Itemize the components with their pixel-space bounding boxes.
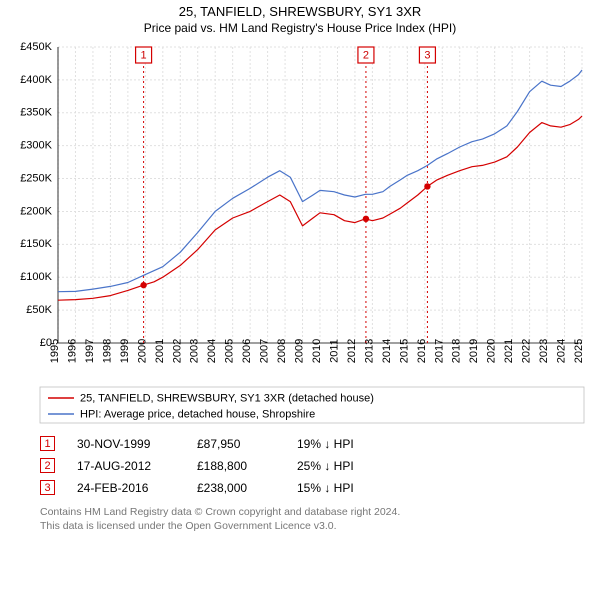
x-tick-label: 1997 (84, 339, 96, 363)
x-tick-label: 1999 (119, 339, 131, 363)
y-tick-label: £300K (20, 139, 52, 151)
x-tick-label: 2020 (486, 339, 498, 363)
sale-row-diff: 15% ↓ HPI (297, 481, 417, 495)
sale-row-date: 30-NOV-1999 (77, 437, 197, 451)
footer-line-2: This data is licensed under the Open Gov… (40, 519, 600, 533)
sale-row: 2 17-AUG-2012£188,80025% ↓ HPI (40, 455, 600, 477)
y-tick-label: £250K (20, 172, 52, 184)
sale-row-price: £238,000 (197, 481, 297, 495)
sale-marker-dot (140, 282, 146, 288)
x-tick-label: 2004 (206, 339, 218, 363)
x-tick-label: 2000 (136, 339, 148, 363)
sale-row: 1 30-NOV-1999£87,95019% ↓ HPI (40, 433, 600, 455)
chart-container: £0£50K£100K£150K£200K£250K£300K£350K£400… (12, 39, 592, 429)
legend-label: 25, TANFIELD, SHREWSBURY, SY1 3XR (detac… (80, 392, 374, 404)
x-tick-label: 2018 (451, 339, 463, 363)
x-tick-label: 2016 (416, 339, 428, 363)
x-tick-label: 2025 (573, 339, 585, 363)
x-tick-label: 2023 (538, 339, 550, 363)
sale-row-date: 17-AUG-2012 (77, 459, 197, 473)
y-tick-label: £450K (20, 41, 52, 53)
x-tick-label: 1998 (101, 339, 113, 363)
sale-row-diff: 19% ↓ HPI (297, 437, 417, 451)
y-tick-label: £100K (20, 271, 52, 283)
sale-row-price: £188,800 (197, 459, 297, 473)
sale-row-badge: 3 (40, 480, 55, 495)
sale-row-badge: 2 (40, 458, 55, 473)
y-tick-label: £50K (26, 304, 52, 316)
x-tick-label: 2002 (171, 339, 183, 363)
sales-table: 1 30-NOV-1999£87,95019% ↓ HPI 2 17-AUG-2012… (40, 433, 600, 499)
chart-subtitle: Price paid vs. HM Land Registry's House … (0, 21, 600, 39)
y-tick-label: £400K (20, 74, 52, 86)
attribution-footer: Contains HM Land Registry data © Crown c… (40, 505, 600, 533)
y-tick-label: £350K (20, 107, 52, 119)
legend-label: HPI: Average price, detached house, Shro… (80, 408, 315, 420)
sale-marker-dot (363, 216, 369, 222)
x-tick-label: 2001 (154, 339, 166, 363)
y-tick-label: £200K (20, 205, 52, 217)
x-tick-label: 2022 (521, 339, 533, 363)
line-chart: £0£50K£100K£150K£200K£250K£300K£350K£400… (12, 39, 592, 429)
footer-line-1: Contains HM Land Registry data © Crown c… (40, 505, 600, 519)
x-tick-label: 1995 (49, 339, 61, 363)
x-tick-label: 2013 (363, 339, 375, 363)
sale-row: 3 24-FEB-2016£238,00015% ↓ HPI (40, 477, 600, 499)
x-tick-label: 2010 (311, 339, 323, 363)
sale-row-date: 24-FEB-2016 (77, 481, 197, 495)
x-tick-label: 2012 (346, 339, 358, 363)
x-tick-label: 2021 (503, 339, 515, 363)
x-tick-label: 2014 (381, 339, 393, 363)
x-tick-label: 2019 (468, 339, 480, 363)
sale-marker-dot (424, 183, 430, 189)
sale-marker-number: 2 (363, 49, 369, 61)
sale-row-price: £87,950 (197, 437, 297, 451)
x-tick-label: 2006 (241, 339, 253, 363)
x-tick-label: 2024 (556, 339, 568, 363)
x-tick-label: 2003 (189, 339, 201, 363)
x-tick-label: 1996 (66, 339, 78, 363)
x-tick-label: 2015 (398, 339, 410, 363)
sale-marker-number: 3 (424, 49, 430, 61)
x-tick-label: 2008 (276, 339, 288, 363)
sale-row-diff: 25% ↓ HPI (297, 459, 417, 473)
y-tick-label: £150K (20, 238, 52, 250)
x-tick-label: 2009 (294, 339, 306, 363)
x-tick-label: 2007 (259, 339, 271, 363)
x-tick-label: 2005 (224, 339, 236, 363)
chart-title: 25, TANFIELD, SHREWSBURY, SY1 3XR (0, 0, 600, 21)
sale-marker-number: 1 (141, 49, 147, 61)
sale-row-badge: 1 (40, 436, 55, 451)
x-tick-label: 2017 (433, 339, 445, 363)
